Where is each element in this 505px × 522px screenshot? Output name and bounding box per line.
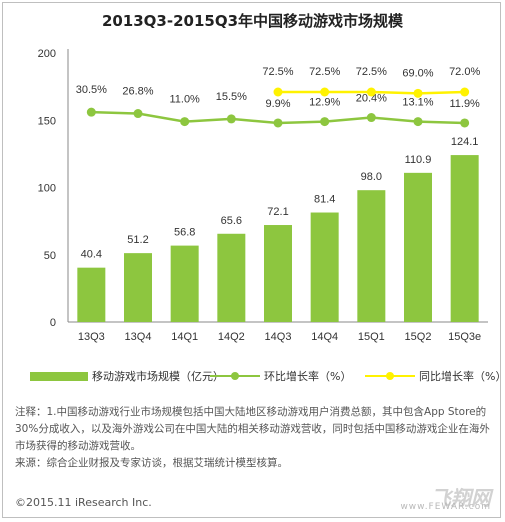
mom-label: 11.0% <box>169 94 200 106</box>
x-tick-label: 14Q3 <box>265 331 292 343</box>
bar-value-label: 40.4 <box>81 249 102 261</box>
mom-point <box>133 109 143 119</box>
yoy-label: 69.0% <box>402 67 433 79</box>
yoy-label: 72.5% <box>262 66 293 78</box>
bar-value-label: 98.0 <box>361 171 382 183</box>
mom-point <box>273 118 283 128</box>
y-tick-label: 50 <box>44 250 56 262</box>
mom-label: 20.4% <box>356 93 387 105</box>
bar <box>310 212 339 322</box>
mom-label: 26.8% <box>122 86 153 98</box>
y-tick-label: 100 <box>38 183 56 195</box>
bar <box>77 267 106 322</box>
legend-bar-swatch <box>30 371 88 381</box>
yoy-point <box>273 87 283 97</box>
notes: 注释：1.中国移动游戏行业市场规模包括中国大陆地区移动游戏用户消费总额，其中包含… <box>15 404 493 472</box>
x-tick-label: 15Q3e <box>448 331 481 343</box>
mom-label: 30.5% <box>76 84 107 96</box>
bar <box>217 233 246 322</box>
x-tick-label: 13Q4 <box>125 331 152 343</box>
bar <box>450 155 479 322</box>
mom-point <box>413 117 423 127</box>
y-tick-label: 0 <box>50 317 56 329</box>
yoy-point <box>320 87 330 97</box>
bar <box>264 225 292 322</box>
mom-point <box>180 117 190 127</box>
mom-point <box>226 114 236 124</box>
bar-value-label: 110.9 <box>405 154 432 166</box>
bar-value-label: 56.8 <box>174 227 195 239</box>
legend-item-mom: 环比增长率（%） <box>210 368 351 384</box>
y-tick-label: 200 <box>38 48 56 60</box>
bar-value-label: 51.2 <box>127 234 148 246</box>
legend-item-yoy: 同比增长率（%） <box>365 368 505 384</box>
legend-item-bar: 移动游戏市场规模（亿元） <box>30 368 224 384</box>
mom-point <box>460 118 470 128</box>
legend-label-yoy: 同比增长率（%） <box>419 370 505 383</box>
watermark-logo: 飞翔网 <box>431 486 491 510</box>
x-tick-label: 14Q2 <box>218 331 245 343</box>
mom-point <box>366 113 376 123</box>
bar <box>404 172 432 322</box>
legend-mom-swatch <box>210 371 260 381</box>
mom-label: 13.1% <box>402 97 433 109</box>
x-tick-label: 15Q1 <box>358 331 385 343</box>
mom-label: 15.5% <box>216 91 247 103</box>
yoy-label: 72.5% <box>309 66 340 78</box>
chart-title: 2013Q3-2015Q3年中国移动游戏市场规模 <box>101 12 404 30</box>
mom-label: 9.9% <box>265 98 290 110</box>
yoy-point <box>460 87 470 97</box>
note-text: 注释：1.中国移动游戏行业市场规模包括中国大陆地区移动游戏用户消费总额，其中包含… <box>15 406 490 452</box>
x-tick-label: 14Q4 <box>311 331 338 343</box>
x-tick-label: 15Q2 <box>405 331 432 343</box>
bar <box>357 190 386 322</box>
yoy-label: 72.0% <box>449 66 480 78</box>
yoy-point <box>366 87 376 97</box>
y-tick-label: 150 <box>38 115 56 127</box>
legend-label-bar: 移动游戏市场规模（亿元） <box>92 370 224 383</box>
chart-frame <box>2 2 501 518</box>
yoy-point <box>413 88 423 98</box>
legend-label-mom: 环比增长率（%） <box>264 370 352 383</box>
mom-label: 11.9% <box>449 98 480 110</box>
x-tick-label: 14Q1 <box>171 331 198 343</box>
bar-value-label: 124.1 <box>451 136 479 148</box>
bar <box>170 245 199 322</box>
mom-point <box>320 117 330 127</box>
mom-label: 12.9% <box>309 97 340 109</box>
chart-area: 0 50 100 150 200 40.4 51.2 56.8 65.6 72.1 81.4 98.0… <box>38 48 488 343</box>
source-text: 来源：综合企业财报及专家访谈，根据艾瑞统计模型核算。 <box>15 457 288 469</box>
watermark-url: www.FEWAR.com <box>400 502 491 512</box>
bar-value-label: 65.6 <box>221 215 242 227</box>
x-tick-label: 13Q3 <box>78 331 105 343</box>
legend: 移动游戏市场规模（亿元） 环比增长率（%） 同比增长率（%） <box>30 368 505 390</box>
bar-value-label: 81.4 <box>314 194 335 206</box>
copyright: ©2015.11 iResearch Inc. <box>15 496 152 509</box>
bar-value-label: 72.1 <box>267 206 288 218</box>
legend-yoy-swatch <box>365 371 415 381</box>
yoy-label: 72.5% <box>356 66 387 78</box>
bar <box>124 253 152 322</box>
mom-point <box>86 107 96 117</box>
